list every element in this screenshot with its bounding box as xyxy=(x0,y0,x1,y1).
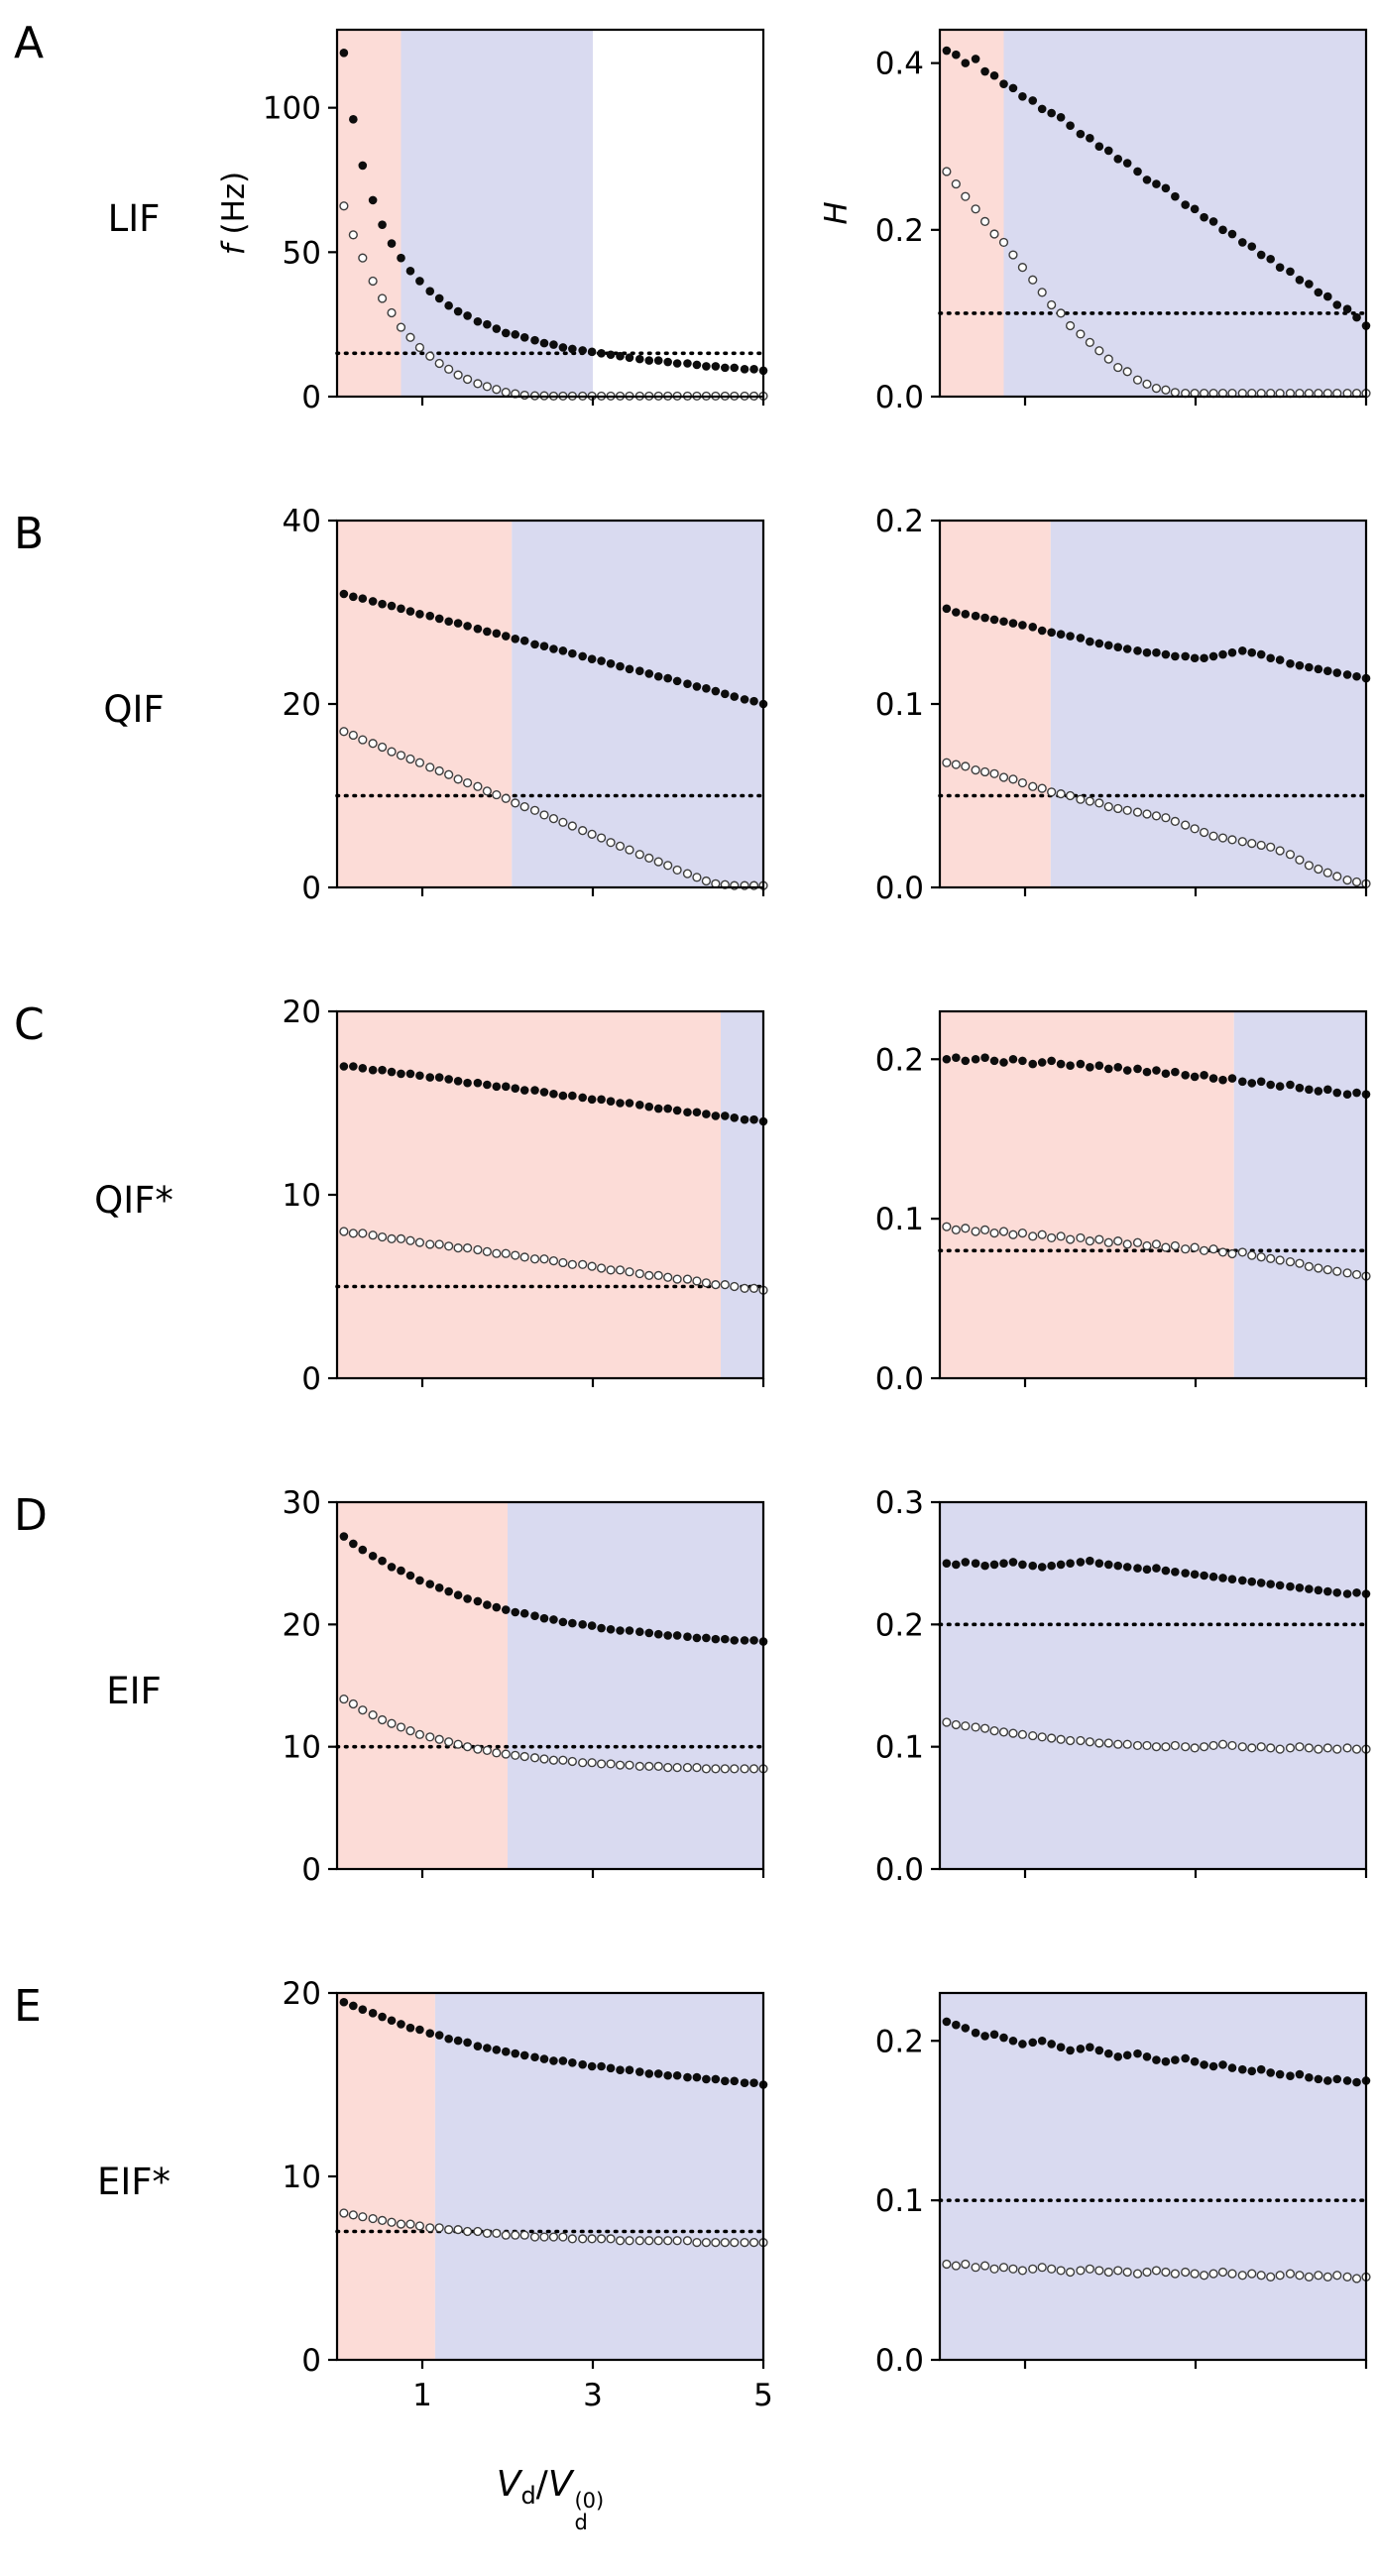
svg-text:3: 3 xyxy=(583,2378,603,2413)
svg-text:0.2: 0.2 xyxy=(875,509,924,539)
svg-text:0.1: 0.1 xyxy=(875,687,924,723)
panel-row-lif: A LIF 0 50 100 f (Hz) 0.0 0.2 0.4 H xyxy=(0,18,1377,454)
model-label-eif: EIF xyxy=(106,1669,162,1712)
panel-letter-b: B xyxy=(14,509,45,559)
column-gap xyxy=(773,18,811,454)
model-label-eif-star: EIF* xyxy=(96,2160,172,2203)
svg-text:0.2: 0.2 xyxy=(875,1042,924,1078)
svg-text:30: 30 xyxy=(283,1490,321,1521)
column-gap xyxy=(773,1490,811,1927)
svg-text:0.1: 0.1 xyxy=(875,2183,924,2219)
svg-text:0.2: 0.2 xyxy=(875,1607,924,1643)
svg-text:0: 0 xyxy=(301,1361,321,1397)
svg-text:20: 20 xyxy=(283,999,321,1030)
chart-lif-firing-rate: 0 50 100 f (Hz) xyxy=(208,18,773,454)
svg-text:0.0: 0.0 xyxy=(875,1852,924,1888)
svg-text:50: 50 xyxy=(283,235,321,271)
chart-eif-firing-rate: 0 10 20 30 xyxy=(208,1485,773,1927)
svg-text:100: 100 xyxy=(263,91,321,127)
model-label-qif: QIF xyxy=(103,687,165,731)
svg-text:H: H xyxy=(819,201,855,224)
chart-lif-entropy: 0.0 0.2 0.4 H xyxy=(811,18,1376,454)
svg-text:0: 0 xyxy=(301,871,321,906)
panel-row-eif-star: E EIF* 0 10 20 1 3 5 0.0 0.1 0.2 xyxy=(0,1976,1377,2417)
xlabel-slash: / xyxy=(535,2464,548,2505)
svg-text:f (Hz): f (Hz) xyxy=(216,172,252,256)
svg-text:0.0: 0.0 xyxy=(875,871,924,906)
svg-text:1: 1 xyxy=(412,2378,432,2413)
svg-text:0.1: 0.1 xyxy=(875,1202,924,1237)
panel-letter-c: C xyxy=(14,999,45,1050)
xlabel-sub2: d xyxy=(574,2511,588,2535)
panel-row-eif: D EIF 0 10 20 30 0.0 0.1 0.2 0.3 xyxy=(0,1485,1377,1927)
xlabel-subsup: (0) d xyxy=(574,2490,604,2533)
svg-text:0.0: 0.0 xyxy=(875,380,924,415)
svg-text:0: 0 xyxy=(301,380,321,415)
chart-qif-firing-rate: 0 20 40 xyxy=(208,504,773,945)
panel-row-qif-star: C QIF* 0 10 20 0.0 0.1 0.2 xyxy=(0,995,1377,1436)
chart-qif-star-entropy: 0.0 0.1 0.2 xyxy=(811,999,1376,1436)
xlabel-v1: V xyxy=(496,2464,521,2505)
model-label-lif: LIF xyxy=(107,196,161,240)
svg-text:10: 10 xyxy=(283,1178,321,1214)
panel-row-qif: B QIF 0 20 40 0.0 0.1 0.2 xyxy=(0,504,1377,945)
chart-qif-entropy: 0.0 0.1 0.2 xyxy=(811,504,1376,945)
xlabel-sub1: d xyxy=(520,2482,536,2511)
svg-text:5: 5 xyxy=(753,2378,773,2413)
svg-text:20: 20 xyxy=(283,1607,321,1643)
svg-text:0.2: 0.2 xyxy=(875,2024,924,2059)
svg-text:0.2: 0.2 xyxy=(875,213,924,249)
svg-text:10: 10 xyxy=(283,2160,321,2195)
svg-text:0: 0 xyxy=(301,2343,321,2379)
column-gap xyxy=(773,1981,811,2417)
chart-eif-entropy: 0.0 0.1 0.2 0.3 xyxy=(811,1485,1376,1927)
panel-letter-d: D xyxy=(14,1490,48,1541)
column-gap xyxy=(773,999,811,1436)
svg-text:20: 20 xyxy=(283,687,321,723)
svg-text:40: 40 xyxy=(283,509,321,539)
svg-text:0.1: 0.1 xyxy=(875,1730,924,1766)
chart-eif-star-firing-rate: 0 10 20 1 3 5 xyxy=(208,1976,773,2417)
svg-text:0.0: 0.0 xyxy=(875,1361,924,1397)
panel-letter-e: E xyxy=(14,1981,42,2032)
svg-text:0: 0 xyxy=(301,1852,321,1888)
svg-text:0.4: 0.4 xyxy=(875,47,924,82)
chart-eif-star-entropy: 0.0 0.1 0.2 xyxy=(811,1981,1376,2417)
svg-text:0.0: 0.0 xyxy=(875,2343,924,2379)
chart-qif-star-firing-rate: 0 10 20 xyxy=(208,995,773,1436)
xlabel-v2: V xyxy=(547,2464,573,2505)
column-gap xyxy=(773,509,811,945)
model-label-qif-star: QIF* xyxy=(94,1178,173,1222)
svg-text:20: 20 xyxy=(283,1981,321,2012)
x-axis-label: Vd/V (0) d xyxy=(337,2464,763,2533)
panel-letter-a: A xyxy=(14,18,45,68)
svg-text:10: 10 xyxy=(283,1730,321,1766)
svg-text:0.3: 0.3 xyxy=(875,1490,924,1521)
xlabel-sup2: (0) xyxy=(574,2489,605,2513)
